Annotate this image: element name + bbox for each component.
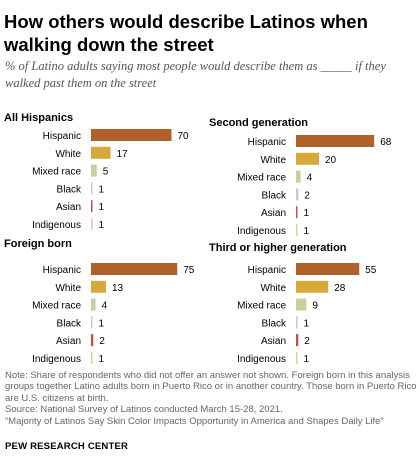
value-label: 2 [304, 190, 310, 201]
category-label: Hispanic [248, 137, 286, 148]
value-label: 1 [304, 354, 310, 365]
value-label: 4 [102, 301, 108, 312]
value-label: 75 [183, 265, 195, 276]
category-label: Mixed race [237, 173, 286, 184]
bar-indigenous [91, 218, 93, 230]
value-label: 1 [304, 226, 310, 237]
panel-all-hispanics: All Hispanics Hispanic 70 White 17 Mixed race… [4, 112, 189, 231]
panel-third-or-higher-generation: Third or higher generation Hispanic 55 Whit… [209, 242, 377, 365]
chart-subtitle: % of Latino adults saying most people wo… [5, 59, 386, 90]
value-label: 2 [304, 336, 310, 347]
value-label: 28 [334, 283, 346, 294]
bar-asian [296, 334, 299, 347]
category-label: Black [57, 184, 82, 195]
value-label: 17 [117, 149, 129, 160]
bar-black [296, 316, 298, 329]
value-label: 1 [99, 354, 105, 365]
value-label: 1 [304, 318, 310, 329]
value-label: 13 [112, 283, 124, 294]
value-label: 20 [325, 155, 337, 166]
category-label: Mixed race [32, 301, 81, 312]
bar-mixed-race [296, 170, 301, 183]
panel-title: Foreign born [4, 238, 72, 250]
bar-black [296, 188, 299, 201]
category-label: Black [262, 318, 287, 329]
chart-title: How others would describe Latinos when w… [4, 11, 368, 55]
panel-title: Second generation [209, 117, 308, 129]
category-label: Asian [56, 202, 81, 213]
category-label: Asian [261, 208, 286, 219]
bar-hispanic [91, 263, 178, 275]
bar-white [91, 146, 111, 159]
value-label: 4 [307, 173, 313, 184]
bar-indigenous [91, 352, 93, 364]
category-label: Indigenous [237, 354, 286, 365]
brand-logo-text: PEW RESEARCH CENTER [5, 441, 129, 452]
category-label: Black [262, 190, 287, 201]
bar-hispanic [91, 129, 172, 141]
bar-mixed-race [91, 164, 97, 177]
category-label: Hispanic [43, 265, 81, 276]
bar-asian [296, 206, 298, 219]
category-label: Hispanic [248, 265, 286, 276]
value-label: 2 [99, 336, 105, 347]
value-label: 68 [380, 137, 392, 148]
bar-mixed-race [296, 298, 307, 311]
bar-indigenous [296, 352, 298, 364]
category-label: Asian [56, 336, 81, 347]
value-label: 1 [99, 184, 105, 195]
bar-black [91, 316, 93, 329]
note-text: Note: Share of respondents who did not o… [5, 370, 417, 404]
category-label: Indigenous [237, 226, 286, 237]
value-label: 70 [178, 131, 190, 142]
category-label: Mixed race [32, 167, 81, 178]
bar-indigenous [296, 224, 298, 236]
panel-title: All Hispanics [4, 112, 73, 124]
panel-foreign-born: Foreign born Hispanic 75 White 13 Mixed race 4… [4, 238, 195, 365]
value-label: 1 [99, 220, 105, 231]
bar-asian [91, 200, 93, 213]
category-label: White [260, 155, 286, 166]
category-label: Indigenous [32, 354, 81, 365]
value-label: 9 [312, 301, 318, 312]
bar-white [91, 280, 106, 293]
panel-second-generation: Second generation Hispanic 68 White 20 Mixed … [209, 117, 392, 237]
category-label: Indigenous [32, 220, 81, 231]
bar-hispanic [296, 263, 360, 275]
value-label: 1 [99, 202, 105, 213]
bar-mixed-race [91, 298, 96, 311]
category-label: White [260, 283, 286, 294]
category-label: White [55, 149, 81, 160]
notes-block: Note: Share of respondents who did not o… [5, 370, 417, 427]
category-label: White [55, 283, 81, 294]
source-text: Source: National Survey of Latinos condu… [5, 404, 283, 416]
bar-black [91, 182, 93, 195]
bar-hispanic [296, 135, 375, 147]
category-label: Asian [261, 336, 286, 347]
value-label: 1 [99, 318, 105, 329]
category-label: Hispanic [43, 131, 81, 142]
bar-white [296, 280, 329, 293]
category-label: Black [57, 318, 82, 329]
category-label: Mixed race [237, 301, 286, 312]
bar-asian [91, 334, 94, 347]
panel-title: Third or higher generation [209, 242, 347, 254]
bar-white [296, 152, 319, 165]
value-label: 5 [103, 167, 109, 178]
value-label: 1 [304, 208, 310, 219]
report-text: “Majority of Latinos Say Skin Color Impa… [5, 415, 384, 427]
value-label: 55 [365, 265, 377, 276]
